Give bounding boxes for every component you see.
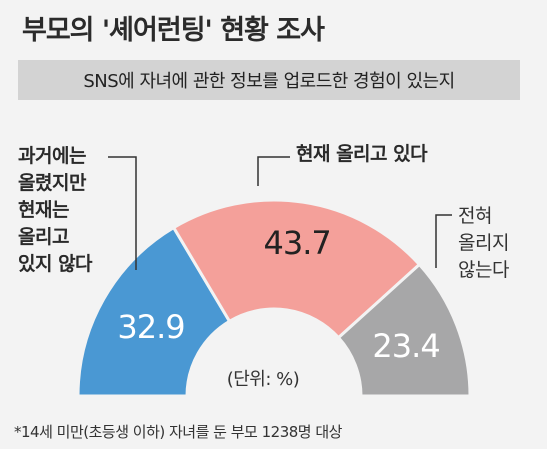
- leader-line-2: [435, 214, 452, 268]
- callout-line: 있지 않다: [18, 253, 93, 275]
- value-label-0: 32.9: [117, 308, 184, 346]
- footnote: *14세 미만(초등생 이하) 자녀를 둔 부모 1238명 대상: [14, 423, 342, 441]
- leader-line-0: [108, 156, 137, 270]
- callout-line: 현재는: [18, 199, 69, 221]
- callout-line: 올렸지만: [18, 172, 86, 194]
- callout-line: 현재 올리고 있다: [296, 143, 428, 165]
- callout-line: 올리지: [458, 232, 509, 254]
- callout-slice-2: 전혀 올리지 않는다: [458, 203, 509, 284]
- leader-line-1: [257, 156, 290, 186]
- donut-slice-0: [76, 225, 232, 398]
- callout-line: 않는다: [458, 259, 509, 281]
- callout-line: 전혀: [458, 205, 492, 227]
- donut-slice-2: [336, 262, 472, 398]
- callout-line: 올리고: [18, 226, 69, 248]
- chart-title: 부모의 '셰어런팅' 현황 조사: [22, 15, 325, 46]
- subtitle-bar: SNS에 자녀에 관한 정보를 업로드한 경험이 있는지: [18, 60, 520, 100]
- unit-note: (단위: %): [226, 369, 300, 390]
- callout-line: 과거에는: [18, 145, 86, 167]
- donut-slice-1: [171, 198, 422, 340]
- chart-subtitle: SNS에 자녀에 관한 정보를 업로드한 경험이 있는지: [83, 71, 455, 92]
- value-label-1: 43.7: [263, 224, 330, 262]
- callout-slice-1: 현재 올리고 있다: [296, 141, 428, 168]
- value-label-2: 23.4: [372, 327, 439, 365]
- callout-slice-0: 과거에는 올렸지만 현재는 올리고 있지 않다: [18, 143, 93, 278]
